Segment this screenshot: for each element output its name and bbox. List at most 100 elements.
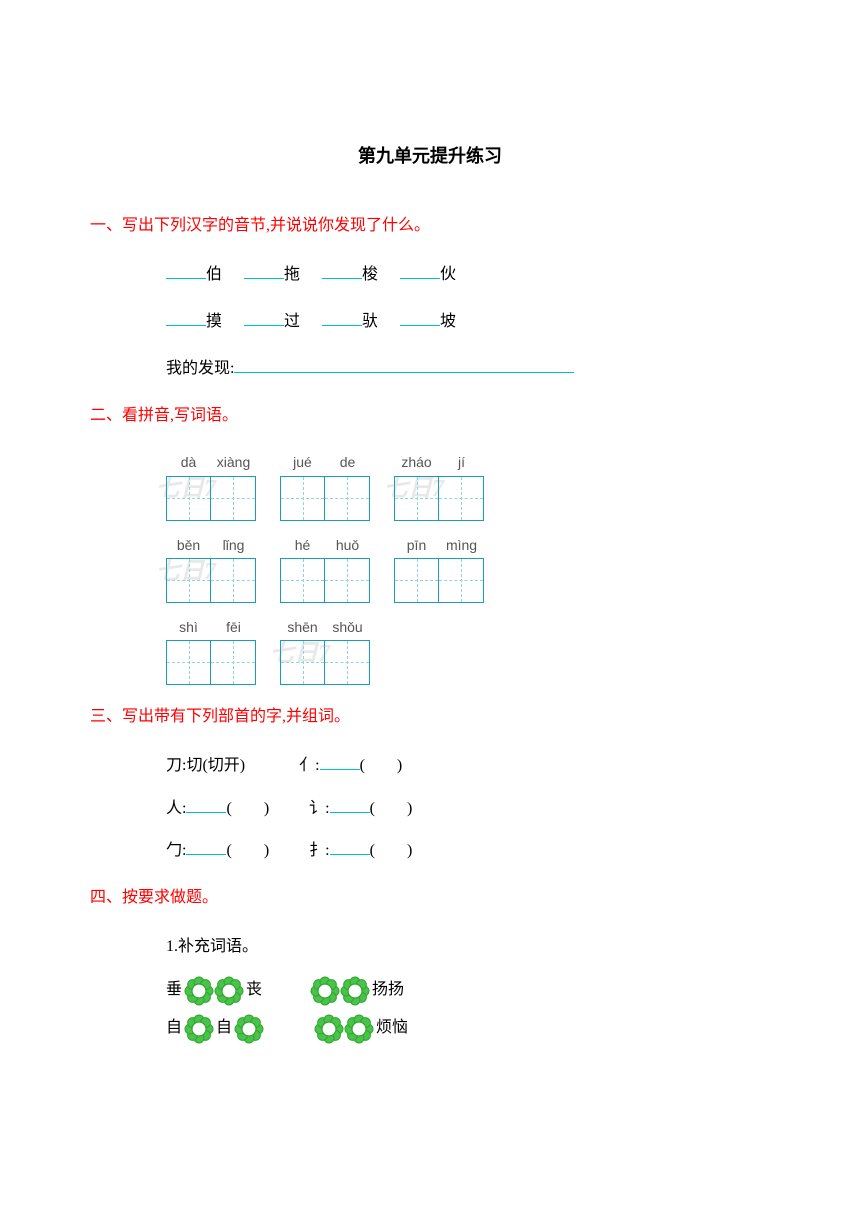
char-boxes — [166, 640, 256, 685]
blank-input[interactable] — [322, 308, 362, 326]
char-input-box[interactable] — [439, 558, 484, 603]
flower-blank[interactable] — [184, 1014, 214, 1044]
paren-space[interactable] — [375, 800, 407, 817]
blank-input[interactable] — [322, 261, 362, 279]
char-input-box[interactable] — [211, 558, 256, 603]
pinyin-row: 七日7běnlǐnghéhuǒpīnmìng — [166, 533, 770, 603]
char: 梭 — [362, 266, 378, 283]
char-boxes — [166, 476, 256, 521]
paren-space[interactable] — [232, 800, 264, 817]
word-pair: juéde — [280, 450, 370, 520]
char-boxes — [394, 476, 484, 521]
section3-row1: 刀:切(切开) 亻:( ) — [90, 752, 770, 781]
paren-space[interactable] — [365, 757, 397, 774]
section4-heading: 四、按要求做题。 — [90, 884, 770, 913]
char: 过 — [284, 313, 300, 330]
char-input-box[interactable] — [166, 476, 211, 521]
word-part: 自 — [216, 1014, 232, 1043]
char-input-box[interactable] — [280, 640, 325, 685]
blank-input[interactable] — [244, 261, 284, 279]
paren-space[interactable] — [375, 842, 407, 859]
pinyin-syllable: huǒ — [325, 533, 370, 558]
flower-blank[interactable] — [310, 976, 370, 1006]
pinyin-syllable: de — [325, 450, 370, 475]
char: 拖 — [284, 266, 300, 283]
blank-input[interactable] — [166, 261, 206, 279]
blank-input[interactable] — [244, 308, 284, 326]
flower-blank[interactable] — [234, 1014, 264, 1044]
paren: ) — [407, 842, 412, 859]
word-part: 垂 — [166, 976, 182, 1005]
word-pair: 七日7zháojí — [394, 450, 484, 520]
blank-input[interactable] — [400, 308, 440, 326]
blank-input[interactable] — [400, 261, 440, 279]
word-pair: pīnmìng — [394, 533, 484, 603]
char-boxes — [394, 558, 484, 603]
paren: ) — [397, 757, 402, 774]
word-part: 扬扬 — [372, 976, 404, 1005]
section1-heading: 一、写出下列汉字的音节,并说说你发现了什么。 — [90, 212, 770, 241]
char: 伯 — [206, 266, 222, 283]
flower-icon — [340, 976, 370, 1006]
char-input-box[interactable] — [394, 558, 439, 603]
word-pair: héhuǒ — [280, 533, 370, 603]
flower-blank[interactable] — [314, 1014, 374, 1044]
section3-row2: 人:( ) 讠:( ) — [90, 795, 770, 824]
page-title: 第九单元提升练习 — [90, 140, 770, 172]
blank-input[interactable] — [186, 795, 226, 813]
pinyin-syllable: pīn — [394, 533, 439, 558]
blank-input[interactable] — [186, 837, 226, 855]
pinyin-grid: 七日7dàxiàngjuéde七日7zháojí七日7běnlǐnghéhuǒp… — [90, 450, 770, 685]
example: 刀:切(切开) — [166, 757, 245, 774]
char-input-box[interactable] — [211, 476, 256, 521]
char-input-box[interactable] — [280, 476, 325, 521]
char-boxes — [280, 640, 370, 685]
blank-input[interactable] — [320, 752, 360, 770]
blank-input[interactable] — [330, 795, 370, 813]
pinyin-syllable: shēn — [280, 615, 325, 640]
char-input-box[interactable] — [280, 558, 325, 603]
flower-icon — [314, 1014, 344, 1044]
char-input-box[interactable] — [325, 640, 370, 685]
pinyin-syllable: mìng — [439, 533, 484, 558]
flower-rows: 垂丧扬扬自自烦恼 — [90, 976, 770, 1044]
char-input-box[interactable] — [166, 558, 211, 603]
pinyin-label: héhuǒ — [280, 533, 370, 558]
blank-input[interactable] — [166, 308, 206, 326]
char-input-box[interactable] — [325, 476, 370, 521]
pinyin-row: shìfēi 七日7shēnshǒu — [166, 615, 770, 685]
word-part: 丧 — [246, 976, 262, 1005]
pinyin-label: pīnmìng — [394, 533, 484, 558]
char-input-box[interactable] — [211, 640, 256, 685]
section4-sub1: 1.补充词语。 — [90, 933, 770, 962]
section1-discover: 我的发现: — [90, 355, 770, 384]
radical: 讠 — [309, 800, 325, 817]
flower-blank[interactable] — [184, 976, 244, 1006]
char-boxes — [280, 476, 370, 521]
char-input-box[interactable] — [439, 476, 484, 521]
word-pair: 七日7dàxiàng — [166, 450, 256, 520]
paren: ) — [407, 800, 412, 817]
paren: ) — [264, 842, 269, 859]
char-input-box[interactable] — [325, 558, 370, 603]
pinyin-syllable: fēi — [211, 615, 256, 640]
section1-row2: 摸 过 驮 坡 — [90, 308, 770, 337]
pinyin-syllable: xiàng — [211, 450, 256, 475]
blank-input-long[interactable] — [234, 355, 574, 373]
char-input-box[interactable] — [394, 476, 439, 521]
pinyin-syllable: jí — [439, 450, 484, 475]
pinyin-syllable: shǒu — [325, 615, 370, 640]
section3-heading: 三、写出带有下列部首的字,并组词。 — [90, 703, 770, 732]
blank-input[interactable] — [330, 837, 370, 855]
discover-label: 我的发现: — [166, 360, 234, 377]
pinyin-label: shìfēi — [166, 615, 256, 640]
flower-icon — [234, 1014, 264, 1044]
char-input-box[interactable] — [166, 640, 211, 685]
paren-space[interactable] — [232, 842, 264, 859]
radical: 亻 — [299, 757, 315, 774]
pinyin-syllable: jué — [280, 450, 325, 475]
pinyin-syllable: běn — [166, 533, 211, 558]
radical: 扌 — [309, 842, 325, 859]
word-pair: 七日7shēnshǒu — [280, 615, 370, 685]
section3-row3: 勹:( ) 扌:( ) — [90, 837, 770, 866]
